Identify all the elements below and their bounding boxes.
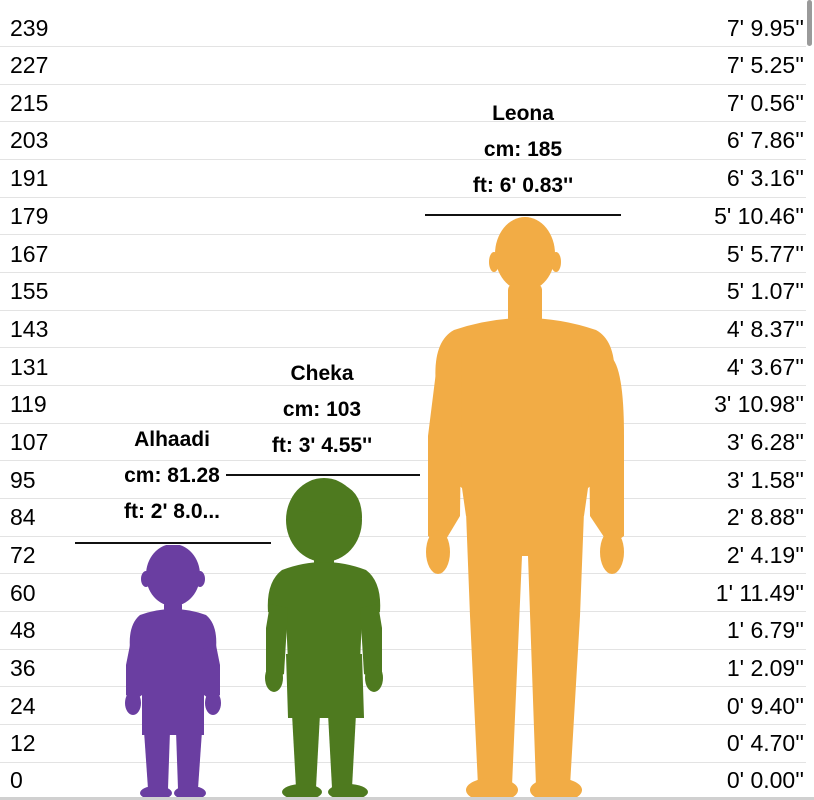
cm-tick-label: 72	[10, 542, 36, 568]
person-name: Cheka	[290, 362, 354, 385]
ft-tick-label: 3' 6.28''	[726, 429, 804, 455]
person-label: Alhaadi cm: 81.28 ft: 2' 8.0...	[62, 422, 282, 530]
cm-tick-label: 24	[10, 693, 36, 719]
grid-line	[0, 573, 806, 574]
ft-tick-label: 0' 9.40''	[726, 693, 804, 719]
ft-tick-label: 4' 3.67''	[726, 354, 804, 380]
grid-line	[0, 272, 806, 273]
height-marker	[425, 214, 621, 216]
ft-tick-label: 5' 10.46''	[714, 203, 804, 229]
ft-tick-label: 6' 3.16''	[726, 165, 804, 191]
grid-line	[0, 762, 806, 763]
ft-tick-label: 2' 8.88''	[726, 504, 804, 530]
person-height-ft: ft: 2' 8.0...	[123, 500, 221, 523]
person-label: Leona cm: 185 ft: 6' 0.83''	[413, 96, 633, 204]
ground-line	[0, 797, 814, 800]
grid-line	[0, 347, 806, 348]
ft-tick-label: 1' 2.09''	[726, 655, 804, 681]
ft-tick-label: 2' 4.19''	[726, 542, 804, 568]
ft-tick-label: 3' 10.98''	[714, 391, 804, 417]
ft-tick-label: 1' 11.49''	[715, 580, 804, 606]
cm-tick-label: 143	[10, 316, 49, 342]
cm-tick-label: 107	[10, 429, 49, 455]
cm-tick-label: 95	[10, 467, 36, 493]
grid-line	[0, 423, 806, 424]
scrollbar[interactable]	[807, 0, 812, 46]
grid-line	[0, 724, 806, 725]
grid-line	[0, 649, 806, 650]
cm-tick-label: 203	[10, 127, 49, 153]
person-name: Leona	[492, 102, 554, 125]
cm-tick-label: 239	[10, 15, 49, 41]
cm-tick-label: 215	[10, 90, 49, 116]
ft-tick-label: 7' 9.95''	[726, 15, 804, 41]
height-marker	[226, 474, 420, 476]
grid-line	[0, 84, 806, 85]
leona-silhouette	[426, 217, 624, 800]
cm-tick-label: 36	[10, 655, 36, 681]
cm-tick-label: 0	[10, 767, 23, 793]
grid-line	[0, 121, 806, 122]
grid-line	[0, 197, 806, 198]
person-height-ft: ft: 3' 4.55''	[271, 434, 373, 457]
cm-tick-label: 191	[10, 165, 49, 191]
ft-tick-label: 4' 8.37''	[726, 316, 804, 342]
ft-tick-label: 1' 6.79''	[726, 617, 804, 643]
ft-tick-label: 6' 7.86''	[726, 127, 804, 153]
cm-tick-label: 12	[10, 730, 36, 756]
ft-tick-label: 5' 1.07''	[726, 278, 804, 304]
person-height-cm: cm: 81.28	[124, 464, 220, 487]
cm-tick-label: 227	[10, 52, 49, 78]
grid-line	[0, 234, 806, 235]
person-height-cm: cm: 103	[282, 398, 362, 421]
cm-tick-label: 60	[10, 580, 36, 606]
person-label: Cheka cm: 103 ft: 3' 4.55''	[212, 356, 432, 464]
alhaadi-silhouette	[125, 545, 221, 800]
grid-line	[0, 611, 806, 612]
grid-line	[0, 536, 806, 537]
silhouette-shape	[265, 478, 383, 800]
cheka-silhouette	[265, 478, 383, 800]
height-marker	[75, 542, 271, 544]
cm-tick-label: 167	[10, 241, 49, 267]
cm-tick-label: 179	[10, 203, 49, 229]
ft-tick-label: 5' 5.77''	[726, 241, 804, 267]
person-height-ft: ft: 6' 0.83''	[472, 174, 574, 197]
silhouette-shape	[426, 217, 624, 800]
person-height-cm: cm: 185	[483, 138, 563, 161]
ft-tick-label: 0' 0.00''	[726, 767, 804, 793]
ft-tick-label: 7' 5.25''	[726, 52, 804, 78]
grid-line	[0, 385, 806, 386]
cm-tick-label: 131	[10, 354, 49, 380]
silhouette-shape	[125, 545, 221, 800]
grid-line	[0, 46, 806, 47]
person-name: Alhaadi	[134, 428, 210, 451]
ft-tick-label: 3' 1.58''	[726, 467, 804, 493]
cm-tick-label: 84	[10, 504, 36, 530]
ft-tick-label: 0' 4.70''	[726, 730, 804, 756]
grid-line	[0, 310, 806, 311]
grid-line	[0, 159, 806, 160]
grid-line	[0, 460, 806, 461]
grid-line	[0, 686, 806, 687]
ft-tick-label: 7' 0.56''	[726, 90, 804, 116]
cm-tick-label: 155	[10, 278, 49, 304]
cm-tick-label: 119	[10, 391, 47, 417]
grid-line	[0, 498, 806, 499]
cm-tick-label: 48	[10, 617, 36, 643]
